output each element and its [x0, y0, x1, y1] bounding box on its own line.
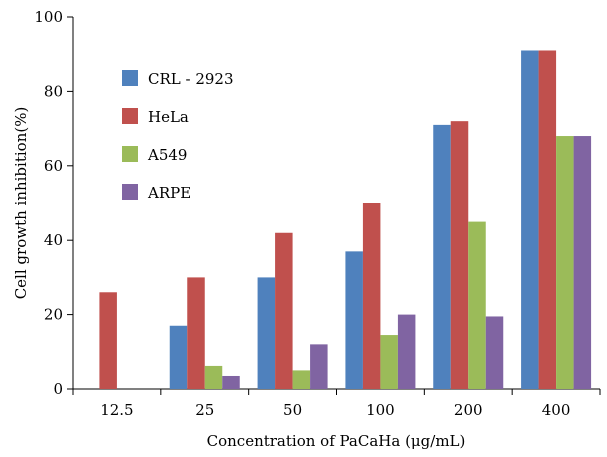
y-tick-label: 60	[44, 157, 63, 175]
axes	[67, 16, 601, 395]
bar	[397, 314, 416, 389]
bar	[433, 124, 451, 389]
legend-swatch	[122, 184, 138, 200]
bar	[99, 292, 117, 389]
bars	[99, 50, 592, 389]
y-tick-label: 40	[44, 231, 63, 249]
bar	[345, 251, 363, 389]
legend-label: ARPE	[147, 184, 191, 202]
y-tick-label: 100	[34, 8, 63, 26]
bar	[310, 344, 328, 389]
bar	[275, 232, 293, 389]
y-tick-label: 20	[44, 306, 63, 324]
y-axis-title: Cell growth inhibition(%)	[12, 107, 30, 300]
bar	[485, 316, 504, 389]
bar	[222, 375, 240, 389]
bar	[468, 221, 486, 389]
y-tick-labels: 0 20 40 60 80 100	[34, 8, 63, 398]
bar	[362, 203, 381, 389]
bar	[538, 50, 557, 389]
bar	[380, 335, 398, 389]
x-tick-label: 100	[366, 401, 395, 419]
bar	[556, 136, 574, 389]
bar	[257, 277, 276, 389]
legend-swatch	[122, 146, 138, 162]
x-tick-label: 200	[454, 401, 483, 419]
y-tick-label: 0	[53, 380, 63, 398]
legend-label: CRL - 2923	[148, 70, 234, 88]
x-tick-label: 25	[195, 401, 214, 419]
bar	[187, 277, 205, 389]
legend-label: HeLa	[148, 108, 189, 126]
legend-swatch	[122, 70, 138, 86]
x-tick-label: 400	[542, 401, 571, 419]
legend-swatch	[122, 108, 138, 124]
bar	[169, 325, 188, 389]
y-tick-label: 80	[44, 82, 63, 100]
bar	[573, 136, 592, 389]
bar	[204, 365, 223, 389]
x-tick-label: 12.5	[100, 401, 133, 419]
x-tick-label: 50	[283, 401, 302, 419]
bar	[450, 121, 469, 389]
bar	[292, 370, 311, 389]
legend: CRL - 2923 HeLa A549 ARPE	[122, 70, 234, 202]
x-tick-labels: 12.5 25 50 100 200 400	[100, 401, 570, 419]
x-axis-title: Concentration of PaCaHa (μg/mL)	[207, 432, 466, 450]
bar	[521, 50, 539, 389]
legend-label: A549	[147, 146, 187, 164]
